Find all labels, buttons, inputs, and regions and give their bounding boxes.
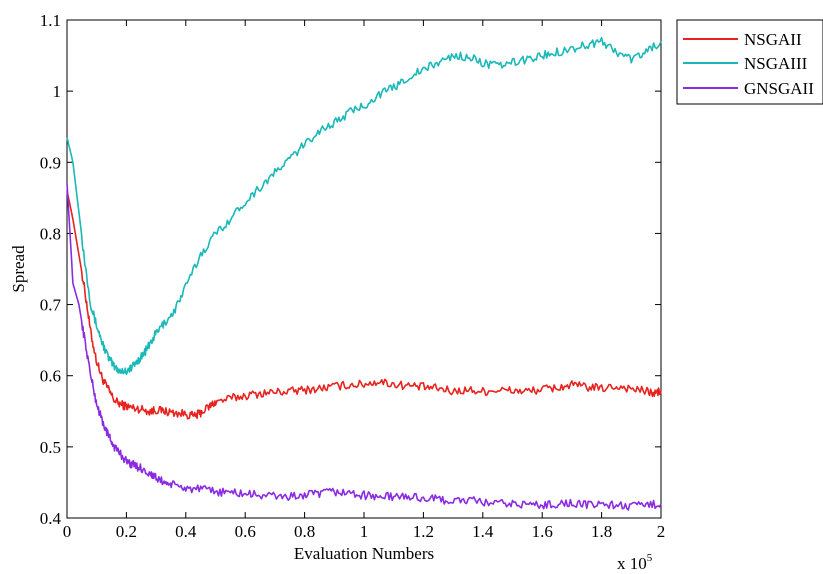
x-tick-label: 0.2: [116, 522, 137, 541]
y-tick-label: 1: [53, 82, 62, 101]
x-tick-label: 1.4: [472, 522, 494, 541]
y-tick-label: 1.1: [40, 11, 61, 30]
x-tick-label: 1.6: [532, 522, 553, 541]
legend-label-nsgaii: NSGAII: [744, 30, 802, 49]
y-axis-label: Spread: [9, 245, 28, 293]
svg-text:x 105: x 105: [617, 552, 653, 573]
y-tick-label: 0.8: [40, 224, 61, 243]
x-tick-label: 1.2: [413, 522, 434, 541]
x-multiplier-label: x 105: [617, 552, 653, 573]
y-tick-label: 0.4: [40, 509, 62, 528]
legend: NSGAII NSGAIII GNSGAII: [676, 19, 823, 105]
plot-area: [66, 19, 662, 519]
x-tick-label: 0.4: [175, 522, 197, 541]
y-tick-label: 0.5: [40, 438, 61, 457]
x-tick-label: 2: [657, 522, 666, 541]
x-axis-ticks: 0 0.2 0.4 0.6 0.8 1 1.2 1.4 1.6 1.8 2: [63, 20, 666, 541]
x-multiplier-exponent: 5: [647, 552, 653, 564]
y-axis-ticks: 0.4 0.5 0.6 0.7 0.8 0.9 1 1.1: [40, 11, 661, 528]
x-axis-label: Evaluation Numbers: [294, 544, 434, 563]
x-multiplier-base: x 10: [617, 554, 647, 573]
series-line-nsgaiii: [66, 36, 662, 376]
x-tick-label: 0: [63, 522, 72, 541]
legend-label-nsgaiii: NSGAIII: [744, 54, 808, 73]
legend-label-gnsgaii: GNSGAII: [744, 79, 814, 98]
x-tick-label: 0.6: [235, 522, 256, 541]
y-tick-label: 0.9: [40, 153, 61, 172]
x-tick-label: 0.8: [294, 522, 315, 541]
series-line-gnsgaii: [66, 183, 662, 511]
x-tick-label: 1: [360, 522, 369, 541]
series-lines: [66, 36, 662, 511]
series-line-nsgaii: [66, 190, 662, 420]
y-tick-label: 0.7: [40, 296, 62, 315]
y-tick-label: 0.6: [40, 367, 61, 386]
x-tick-label: 1.8: [591, 522, 612, 541]
